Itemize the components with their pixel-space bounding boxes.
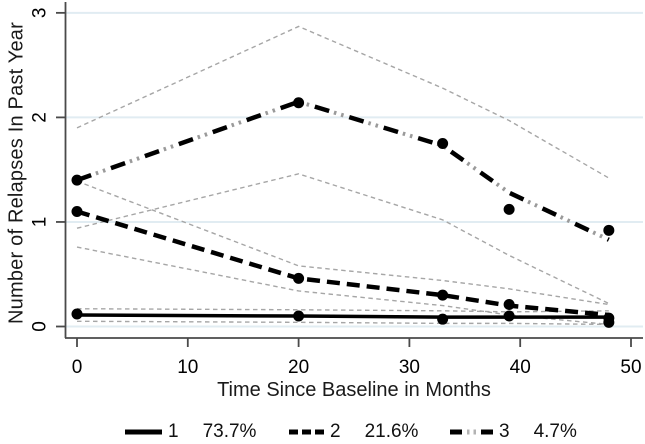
- point-group-3-month-39: [503, 203, 515, 215]
- ci-upper-group-2: [76, 180, 609, 306]
- x-tick-label-40: 40: [510, 357, 531, 378]
- legend: 1 73.7% 2 21.6% 3 4.7%: [0, 420, 645, 444]
- point-group-3-month-0: [71, 174, 83, 186]
- legend-item-group-1: 1 73.7%: [125, 420, 256, 444]
- point-group-2-month-33: [437, 289, 449, 301]
- dash-dot-dot-line-icon: [450, 429, 493, 435]
- point-group-1-month-0: [71, 308, 83, 320]
- legend-item-group-3: 3 4.7%: [450, 420, 577, 444]
- point-group-1-month-20: [293, 310, 305, 322]
- point-group-2-month-48: [603, 316, 615, 328]
- confidence-interval-lines: [76, 25, 610, 326]
- dashed-line-icon: [289, 429, 324, 435]
- legend-group-percent: 73.7%: [202, 421, 257, 442]
- line-group-3-ticks: [76, 99, 610, 242]
- x-tick-label-30: 30: [399, 357, 420, 378]
- axes: [56, 2, 643, 347]
- x-tick-label-0: 0: [72, 357, 83, 378]
- point-group-3-month-48: [603, 224, 615, 236]
- y-axis-title: Number of Relapses In Past Year: [5, 22, 28, 324]
- legend-group-label: 3: [499, 421, 510, 442]
- legend-group-label: 2: [330, 421, 341, 442]
- legend-group-percent: 21.6%: [364, 421, 419, 442]
- y-tick-label-0: 0: [30, 321, 51, 332]
- legend-item-group-2: 2 21.6%: [289, 420, 418, 444]
- legend-group-label: 1: [168, 421, 179, 442]
- point-group-3-month-33: [437, 138, 449, 150]
- point-group-2-month-0: [71, 205, 83, 217]
- gridlines: [65, 11, 643, 328]
- x-tick-label-10: 10: [177, 357, 198, 378]
- x-tick-label-50: 50: [620, 357, 641, 378]
- x-axis-title: Time Since Baseline in Months: [217, 379, 491, 401]
- point-group-1-month-33: [437, 313, 449, 325]
- point-group-1-month-39: [503, 310, 515, 322]
- ci-upper-group-1: [76, 308, 609, 313]
- series-lines: [76, 99, 610, 319]
- ci-upper-group-3: [76, 25, 610, 179]
- x-tick-label-20: 20: [288, 357, 309, 378]
- y-tick-label-2: 2: [30, 112, 51, 123]
- ci-lower-group-3: [76, 173, 610, 305]
- data-points: [71, 97, 615, 328]
- point-group-2-month-39: [503, 299, 515, 311]
- y-tick-label-3: 3: [30, 8, 51, 19]
- point-group-3-month-20: [293, 97, 305, 109]
- solid-line-icon: [125, 429, 162, 435]
- y-tick-label-1: 1: [30, 217, 51, 228]
- line-group-3: [76, 99, 610, 242]
- ci-lower-group-2: [76, 246, 609, 326]
- legend-group-percent: 4.7%: [533, 421, 577, 442]
- ci-lower-group-1: [76, 320, 609, 326]
- point-group-2-month-20: [293, 272, 305, 284]
- line-group-1: [76, 313, 609, 319]
